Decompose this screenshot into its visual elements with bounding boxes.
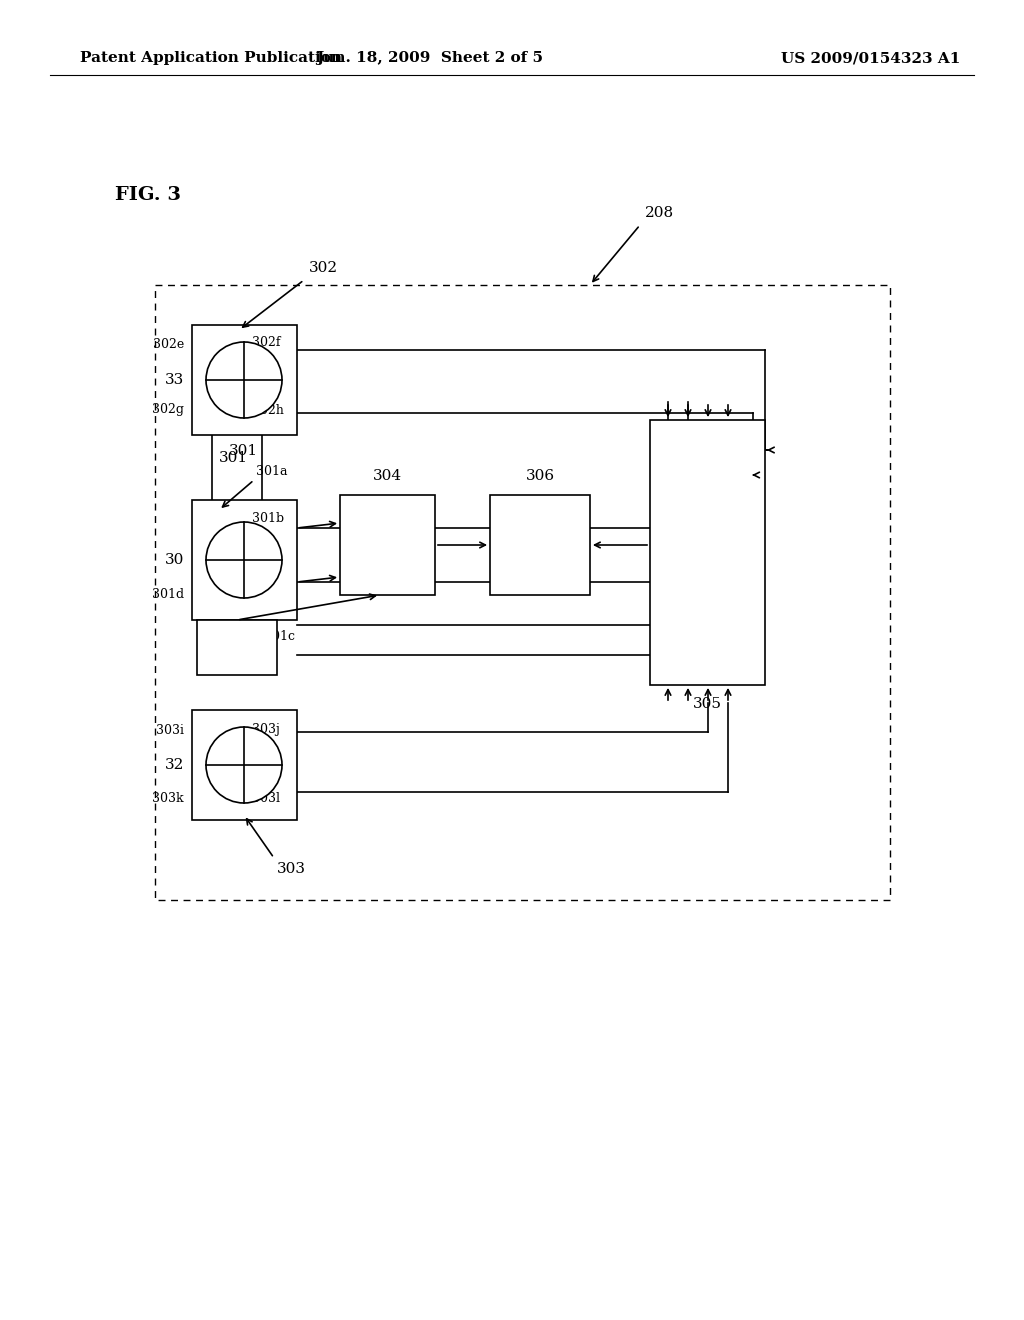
Text: 304: 304 xyxy=(373,469,401,483)
Circle shape xyxy=(206,342,282,418)
Text: 301a: 301a xyxy=(256,465,288,478)
Text: 302f: 302f xyxy=(252,337,281,350)
Text: 303k: 303k xyxy=(153,792,184,804)
Bar xyxy=(193,325,297,436)
Text: 301d: 301d xyxy=(152,589,184,602)
Text: 305: 305 xyxy=(692,697,722,711)
Text: 301: 301 xyxy=(219,451,248,465)
Text: US 2009/0154323 A1: US 2009/0154323 A1 xyxy=(780,51,961,65)
Text: 302h: 302h xyxy=(252,404,284,417)
Text: FIG. 3: FIG. 3 xyxy=(115,186,181,205)
Text: 208: 208 xyxy=(645,206,674,220)
Text: 302g: 302g xyxy=(152,404,184,417)
Bar xyxy=(340,495,435,595)
Text: 301b: 301b xyxy=(252,511,284,524)
Text: Jun. 18, 2009  Sheet 2 of 5: Jun. 18, 2009 Sheet 2 of 5 xyxy=(316,51,544,65)
Text: 301c: 301c xyxy=(264,630,295,643)
Circle shape xyxy=(206,521,282,598)
Text: 301: 301 xyxy=(229,444,258,458)
Bar xyxy=(650,420,765,685)
Bar xyxy=(490,495,590,595)
Text: 303j: 303j xyxy=(252,723,280,737)
Text: 302e: 302e xyxy=(153,338,184,351)
Text: 33: 33 xyxy=(165,374,184,387)
Circle shape xyxy=(206,727,282,803)
Text: 30: 30 xyxy=(165,553,184,568)
Text: 303: 303 xyxy=(278,862,306,876)
Text: 32: 32 xyxy=(165,758,184,772)
Bar xyxy=(197,620,278,675)
Text: 303l: 303l xyxy=(252,792,280,804)
Bar xyxy=(193,710,297,820)
Text: 303i: 303i xyxy=(156,723,184,737)
Text: 306: 306 xyxy=(525,469,555,483)
Bar xyxy=(193,500,297,620)
Text: 302: 302 xyxy=(309,261,338,275)
Bar xyxy=(155,285,890,900)
Text: Patent Application Publication: Patent Application Publication xyxy=(80,51,342,65)
